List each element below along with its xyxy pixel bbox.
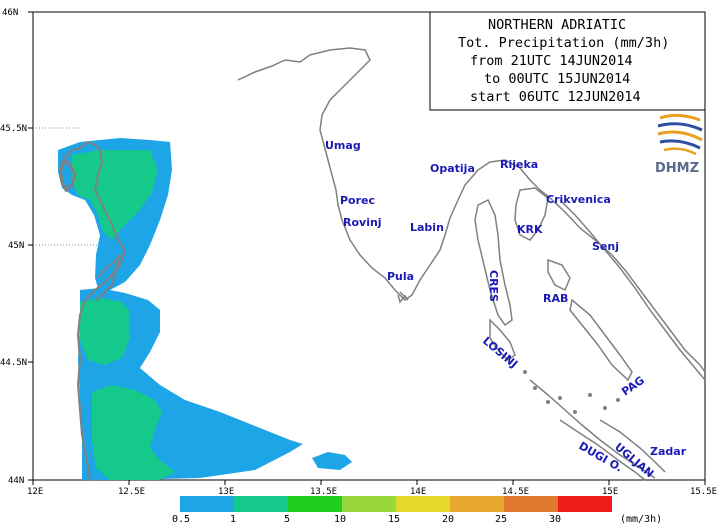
- y-tick-label: 45.5N: [0, 124, 27, 134]
- title-line-variable: Tot. Precipitation (mm/3h): [458, 35, 669, 51]
- coastline-istria-detail: [397, 291, 409, 304]
- x-tick-label: 13.5E: [310, 487, 337, 497]
- coastline-velebit: [559, 199, 706, 381]
- legend-swatch: [342, 496, 396, 512]
- island-ugljan: [599, 419, 666, 473]
- legend-label: 10: [334, 514, 346, 525]
- city-label-porec: Porec: [340, 194, 375, 207]
- dhmz-logo-text: DHMZ: [655, 161, 699, 176]
- island-pag: [569, 298, 633, 382]
- x-tick-label: 14E: [410, 487, 426, 497]
- x-axis: 12E 12.5E 13E 13.5E 14E 14.5E 15E 15.5E: [27, 480, 717, 497]
- x-tick-label: 13E: [218, 487, 234, 497]
- y-axis: 46N 45.5N 45N 44.5N 44N: [0, 8, 33, 486]
- island-losinj: [489, 318, 516, 361]
- coastline-gulf-trieste: [237, 47, 706, 373]
- city-label-senj: Senj: [592, 240, 619, 253]
- city-label-zadar: Zadar: [650, 445, 687, 458]
- precip-area-low-south-islet: [312, 452, 352, 470]
- city-label-rijeka: Rijeka: [500, 158, 538, 171]
- legend-label: 1: [230, 514, 236, 525]
- legend-unit: (mm/3h): [620, 514, 662, 525]
- title-line-from: from 21UTC 14JUN2014: [470, 53, 633, 69]
- city-label-pula: Pula: [387, 270, 414, 283]
- title-line-region: NORTHERN ADRIATIC: [488, 17, 626, 33]
- coastline-po-delta: [95, 254, 121, 301]
- x-tick-label: 15E: [602, 487, 618, 497]
- island-chain-south: [529, 379, 656, 479]
- legend-swatches: [180, 496, 612, 512]
- precip-area-mid-south-b: [92, 385, 175, 480]
- legend-label: 20: [442, 514, 454, 525]
- island-cres: [474, 198, 513, 327]
- legend: 0.5 1 5 10 15 20 25 30 (mm/3h): [172, 496, 662, 525]
- legend-swatch: [288, 496, 342, 512]
- legend-label: 15: [388, 514, 400, 525]
- island-krk: [514, 187, 549, 241]
- island-rab: [547, 258, 571, 292]
- legend-swatch: [180, 496, 234, 512]
- island-dugi-otok: [559, 419, 646, 481]
- islet-markers: [523, 370, 620, 414]
- dhmz-logo: DHMZ: [655, 113, 703, 176]
- x-tick-label: 15.5E: [690, 487, 717, 497]
- legend-label: 0.5: [172, 514, 190, 525]
- y-tick-label: 46N: [2, 8, 18, 18]
- city-label-opatija: Opatija: [430, 162, 475, 175]
- legend-label: 25: [495, 514, 507, 525]
- y-tick-label: 44.5N: [0, 358, 27, 368]
- coastline-italy: [61, 140, 127, 481]
- city-label-rovinj: Rovinj: [343, 216, 382, 229]
- legend-swatch: [450, 496, 504, 512]
- dhmz-swirl-icon: [657, 113, 703, 156]
- city-label-labin: Labin: [410, 221, 444, 234]
- city-label-crikvenica: Crikvenica: [546, 193, 611, 206]
- legend-label: 30: [549, 514, 561, 525]
- legend-label: 5: [284, 514, 290, 525]
- legend-swatch: [234, 496, 288, 512]
- city-label-umag: Umag: [325, 139, 361, 152]
- title-box: NORTHERN ADRIATIC Tot. Precipitation (mm…: [429, 11, 706, 111]
- city-label-rab: RAB: [543, 292, 568, 305]
- city-label-cres: CRES: [487, 270, 500, 302]
- x-tick-label: 12.5E: [118, 487, 145, 497]
- title-line-start: start 06UTC 12JUN2014: [470, 89, 641, 105]
- legend-swatch: [558, 496, 612, 512]
- y-tick-label: 45N: [8, 241, 24, 251]
- legend-swatch: [504, 496, 558, 512]
- coastline-venice-lagoon: [58, 157, 77, 193]
- precip-area-mid-south-a: [80, 298, 130, 365]
- precip-area-mid-north: [72, 150, 158, 240]
- x-tick-label: 14.5E: [502, 487, 529, 497]
- title-line-to: to 00UTC 15JUN2014: [484, 71, 630, 87]
- y-tick-label: 44N: [8, 476, 24, 486]
- legend-swatch: [396, 496, 450, 512]
- x-tick-label: 12E: [27, 487, 43, 497]
- city-label-krk: KRK: [517, 223, 543, 236]
